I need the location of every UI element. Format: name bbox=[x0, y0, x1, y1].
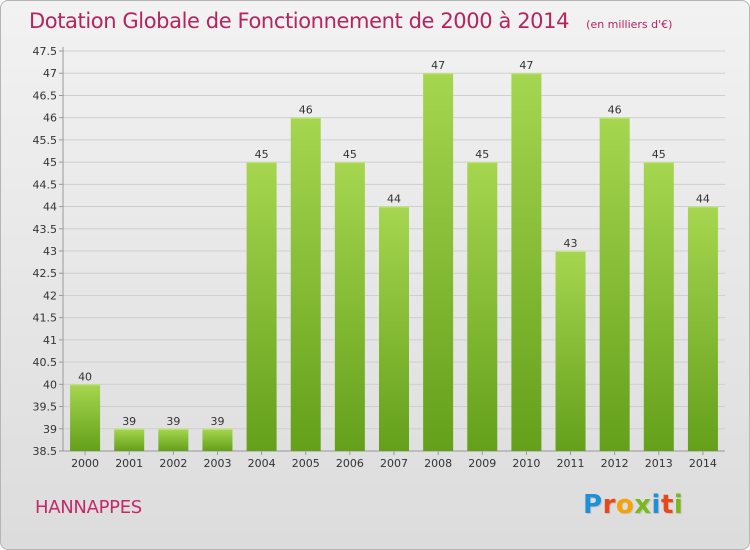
data-label-2010: 47 bbox=[519, 59, 533, 72]
bar-2004 bbox=[246, 162, 277, 451]
chart-title: Dotation Globale de Fonctionnement de 20… bbox=[29, 9, 570, 33]
chart-header: Dotation Globale de Fonctionnement de 20… bbox=[29, 9, 672, 33]
data-label-2011: 43 bbox=[564, 237, 578, 250]
y-tick-label: 46 bbox=[43, 112, 57, 125]
bar-2008 bbox=[423, 73, 454, 451]
data-label-2006: 45 bbox=[343, 148, 357, 161]
bar-2005 bbox=[290, 117, 321, 452]
bar-2014 bbox=[687, 206, 718, 451]
x-tick-label-2011: 2011 bbox=[557, 457, 585, 470]
bar-2011 bbox=[555, 251, 586, 451]
x-tick-label-2001: 2001 bbox=[115, 457, 143, 470]
y-tick-label: 47 bbox=[43, 67, 57, 80]
x-tick-label-2009: 2009 bbox=[468, 457, 496, 470]
data-label-2013: 45 bbox=[652, 148, 666, 161]
data-label-2004: 45 bbox=[255, 148, 269, 161]
x-tick-label-2004: 2004 bbox=[248, 457, 276, 470]
y-axis-ticks: 38.5 39 39.5 40 40.5 41 41.5 42 42.5 43 43.5 44 44.5… bbox=[33, 45, 58, 458]
y-tick-label: 43 bbox=[43, 245, 57, 258]
data-label-2007: 44 bbox=[387, 193, 401, 206]
bar-2012 bbox=[599, 117, 630, 452]
y-tick-label: 44.5 bbox=[33, 178, 58, 191]
data-label-2005: 46 bbox=[299, 104, 313, 117]
y-tick-label: 42 bbox=[43, 289, 57, 302]
bar-2002 bbox=[158, 428, 189, 451]
x-tick-label-2000: 2000 bbox=[71, 457, 99, 470]
bar-2009 bbox=[467, 162, 498, 451]
commune-name: HANNAPPES bbox=[35, 497, 142, 518]
y-tick-label: 44 bbox=[43, 201, 57, 214]
x-tick-label-2005: 2005 bbox=[292, 457, 320, 470]
y-tick-label: 41 bbox=[43, 334, 57, 347]
y-tick-label: 41.5 bbox=[33, 312, 58, 325]
data-label-2009: 45 bbox=[475, 148, 489, 161]
y-tick-label: 42.5 bbox=[33, 267, 58, 280]
bar-2003 bbox=[202, 428, 233, 451]
y-tick-label: 46.5 bbox=[33, 89, 58, 102]
y-tick-label: 43.5 bbox=[33, 223, 58, 236]
bar-2006 bbox=[334, 162, 365, 451]
y-tick-label: 38.5 bbox=[33, 445, 58, 458]
y-tick-label: 40 bbox=[43, 378, 57, 391]
bars bbox=[70, 73, 718, 452]
y-tick-label: 45 bbox=[43, 156, 57, 169]
data-labels: 40 39 39 39 45 46 45 44 47 45 47 43 46 45 44 bbox=[78, 59, 710, 428]
y-tick-label: 47.5 bbox=[33, 45, 58, 58]
bar-2000 bbox=[70, 384, 101, 451]
x-tick-label-2014: 2014 bbox=[689, 457, 717, 470]
bar-2007 bbox=[379, 206, 409, 451]
x-tick-label-2010: 2010 bbox=[512, 457, 540, 470]
x-tick-label-2007: 2007 bbox=[380, 457, 408, 470]
bar-2013 bbox=[643, 162, 674, 451]
x-axis-ticks: 2000 2001 2002 2003 2004 2005 2006 2007 2008 2009… bbox=[71, 457, 717, 470]
x-tick-label-2006: 2006 bbox=[336, 457, 364, 470]
y-tick-label: 40.5 bbox=[33, 356, 58, 369]
data-label-2002: 39 bbox=[166, 415, 180, 428]
x-tick-label-2002: 2002 bbox=[159, 457, 187, 470]
proxiti-logo: Proxiti bbox=[583, 490, 684, 520]
y-tick-label: 39.5 bbox=[33, 401, 58, 414]
data-label-2008: 47 bbox=[431, 59, 445, 72]
data-label-2001: 39 bbox=[122, 415, 136, 428]
chart-unit-note: (en milliers d'€) bbox=[586, 18, 673, 31]
bar-2010 bbox=[511, 73, 542, 451]
x-tick-label-2008: 2008 bbox=[424, 457, 452, 470]
data-label-2012: 46 bbox=[608, 104, 622, 117]
data-label-2003: 39 bbox=[210, 415, 224, 428]
x-tick-label-2003: 2003 bbox=[203, 457, 231, 470]
x-tick-label-2013: 2013 bbox=[645, 457, 673, 470]
y-tick-label: 39 bbox=[43, 423, 57, 436]
x-tick-label-2012: 2012 bbox=[601, 457, 629, 470]
y-tick-label: 45.5 bbox=[33, 134, 58, 147]
data-label-2014: 44 bbox=[696, 193, 710, 206]
bar-2001 bbox=[114, 428, 145, 451]
data-label-2000: 40 bbox=[78, 370, 92, 383]
